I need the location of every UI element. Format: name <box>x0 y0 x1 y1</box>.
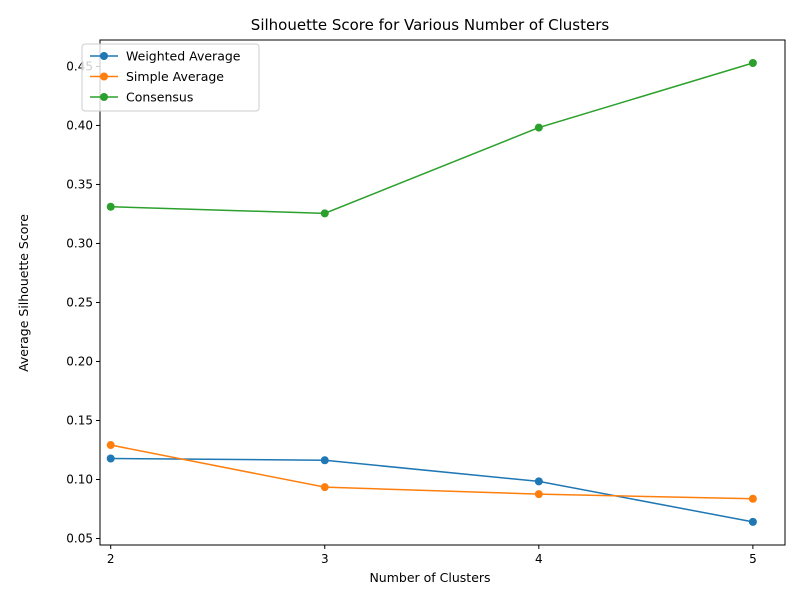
y-tick-label: 0.10 <box>66 472 93 486</box>
series-layer <box>106 59 757 526</box>
data-point <box>748 494 757 503</box>
data-point <box>748 517 757 526</box>
legend-marker <box>100 93 108 101</box>
plot-frame <box>99 39 786 546</box>
data-point <box>106 441 115 450</box>
x-tick-label: 4 <box>535 552 543 566</box>
data-point <box>106 202 115 211</box>
y-tick-label: 0.40 <box>66 118 93 132</box>
series-line-1 <box>110 444 753 500</box>
y-tick-label: 0.30 <box>66 236 93 250</box>
data-point <box>534 490 543 499</box>
legend-marker <box>100 52 108 60</box>
legend-entry: Weighted Average <box>126 49 241 64</box>
legend-entry: Consensus <box>126 90 193 105</box>
y-tick-label: 0.05 <box>66 532 93 546</box>
x-axis-label: Number of Clusters <box>369 570 490 585</box>
data-point <box>320 209 329 218</box>
data-point <box>534 477 543 486</box>
data-point <box>534 123 543 132</box>
y-tick-label: 0.20 <box>66 354 93 368</box>
x-tick-label: 2 <box>107 552 115 566</box>
legend-marker <box>100 72 108 81</box>
y-tick-label: 0.15 <box>66 413 93 427</box>
y-axis-label: Average Silhouette Score <box>16 214 31 372</box>
data-point <box>320 456 329 465</box>
legend-box <box>81 43 260 112</box>
data-point <box>106 454 115 463</box>
series-line-2 <box>110 62 754 215</box>
y-tick-label: 0.35 <box>66 177 93 191</box>
x-tick-label: 3 <box>321 552 329 566</box>
series-line-0 <box>110 457 754 523</box>
y-tick-label: 0.25 <box>66 295 93 309</box>
legend: Weighted Average Simple Average Consensus <box>81 43 260 112</box>
data-point <box>748 59 757 68</box>
data-point <box>320 483 329 492</box>
legend-entry: Simple Average <box>126 69 224 84</box>
chart-title: Silhouette Score for Various Number of C… <box>251 16 610 34</box>
x-tick-label: 5 <box>749 552 757 566</box>
